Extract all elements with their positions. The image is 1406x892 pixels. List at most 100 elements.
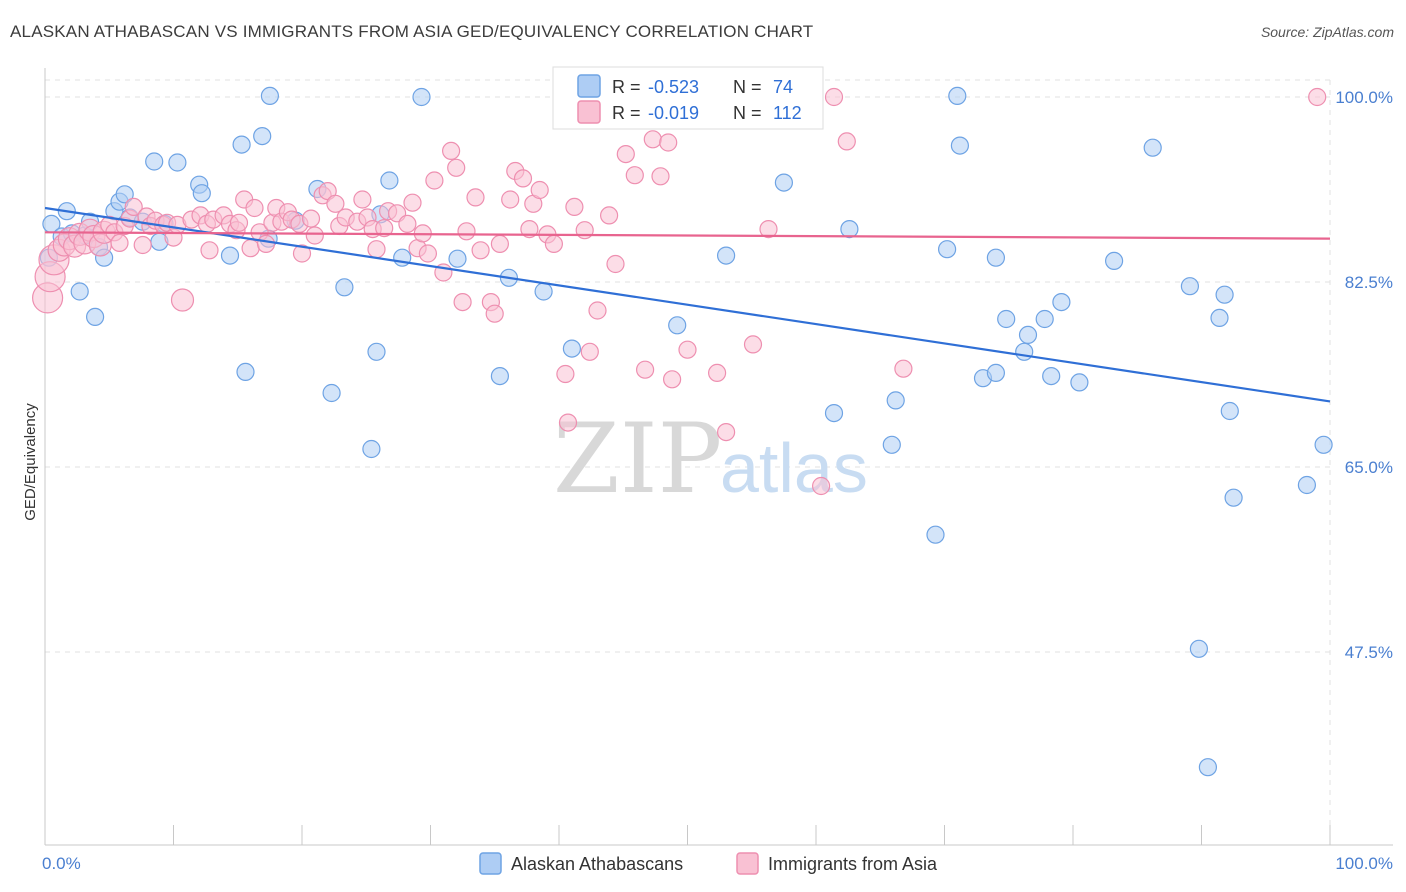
asia-point xyxy=(200,241,219,260)
athabascan-point xyxy=(490,367,509,386)
x-tick-labels: 0.0% 100.0% xyxy=(42,854,1393,873)
chart-title: ALASKAN ATHABASCAN VS IMMIGRANTS FROM AS… xyxy=(10,22,814,41)
asia-point xyxy=(133,235,152,255)
athabascan-point xyxy=(534,282,553,301)
athabascan-point xyxy=(168,153,187,172)
bottom-legend-label-pink: Immigrants from Asia xyxy=(768,854,938,874)
athabascan-point xyxy=(926,525,945,544)
bottom-legend-swatch-pink xyxy=(736,852,759,875)
athabascan-point xyxy=(997,309,1016,329)
series-immigrants-from-asia xyxy=(31,86,1327,496)
y-tick-label: 100.0% xyxy=(1335,88,1393,107)
athabascan-point xyxy=(1198,758,1218,777)
asia-point xyxy=(894,359,913,378)
y-tick-label: 47.5% xyxy=(1345,643,1393,662)
asia-point xyxy=(743,335,763,354)
x-tick-label-end: 100.0% xyxy=(1335,854,1393,873)
athabascan-point xyxy=(1042,367,1061,386)
athabascan-point xyxy=(948,86,967,106)
x-tick-label-start: 0.0% xyxy=(42,854,81,873)
watermark-zip: ZIP xyxy=(553,403,722,515)
asia-point xyxy=(575,221,594,240)
athabascan-point xyxy=(562,339,582,358)
y-tick-labels: 47.5% 65.0% 82.5% 100.0% xyxy=(1335,88,1393,662)
athabascan-point xyxy=(192,184,211,203)
athabascan-point xyxy=(1220,401,1239,421)
legend-r-label-1: R = xyxy=(612,77,641,97)
asia-point xyxy=(245,198,264,218)
asia-point xyxy=(353,190,372,209)
legend-swatch-blue xyxy=(577,74,601,98)
bottom-legend: Alaskan Athabascans Immigrants from Asia xyxy=(479,852,938,875)
asia-point xyxy=(241,239,260,258)
asia-point xyxy=(124,197,143,216)
asia-point xyxy=(625,166,644,185)
asia-point xyxy=(643,130,662,149)
athabascan-point xyxy=(70,282,89,301)
asia-point xyxy=(556,364,575,384)
asia-point xyxy=(635,360,655,379)
axes xyxy=(44,68,1393,846)
asia-point xyxy=(403,193,422,212)
athabascan-point xyxy=(986,363,1006,382)
athabascan-point xyxy=(1052,293,1071,312)
asia-point xyxy=(466,188,485,207)
legend-n-label-2: N = xyxy=(733,103,762,123)
athabascan-point xyxy=(412,87,431,107)
legend-r-label-2: R = xyxy=(612,103,641,123)
athabascan-point xyxy=(1104,251,1124,270)
asia-point xyxy=(170,288,195,312)
asia-point xyxy=(471,241,490,260)
asia-point xyxy=(558,413,578,432)
athabascan-point xyxy=(1180,277,1200,296)
y-axis-title: GED/Equivalency xyxy=(22,403,39,521)
legend-swatch-pink xyxy=(577,100,601,124)
asia-point xyxy=(110,233,129,252)
legend-n-value-1: 74 xyxy=(773,77,793,97)
athabascan-point xyxy=(322,383,341,403)
athabascan-point xyxy=(882,435,901,454)
asia-point xyxy=(301,209,321,228)
athabascan-point xyxy=(1070,373,1089,392)
asia-point xyxy=(811,476,831,496)
athabascan-point xyxy=(1035,309,1054,329)
asia-point xyxy=(229,213,249,232)
asia-point xyxy=(824,87,844,107)
asia-point xyxy=(530,180,549,200)
athabascan-point xyxy=(145,152,164,171)
asia-point xyxy=(520,220,539,239)
legend-r-value-1: -0.523 xyxy=(648,77,699,97)
athabascan-point xyxy=(260,86,279,106)
athabascan-point xyxy=(1189,639,1209,658)
asia-point xyxy=(580,342,599,361)
athabascan-point xyxy=(824,404,844,423)
athabascan-point xyxy=(668,316,687,335)
asia-point xyxy=(256,234,276,253)
asia-point xyxy=(447,158,466,177)
athabascan-point xyxy=(774,173,794,192)
asia-point xyxy=(599,206,619,225)
athabascan-point xyxy=(220,246,240,265)
asia-point xyxy=(662,370,682,389)
athabascan-point xyxy=(1215,285,1234,304)
athabascan-point xyxy=(232,135,251,154)
legend-r-value-2: -0.019 xyxy=(648,103,699,123)
asia-point xyxy=(490,234,509,253)
asia-point xyxy=(606,254,625,274)
asia-point xyxy=(305,226,324,245)
athabascan-point xyxy=(1143,138,1162,157)
athabascan-point xyxy=(986,248,1006,267)
watermark: ZIP atlas xyxy=(553,403,868,515)
asia-point xyxy=(453,293,472,312)
athabascan-point xyxy=(886,391,905,410)
asia-point xyxy=(326,194,345,213)
asia-point xyxy=(616,145,635,164)
asia-point xyxy=(1308,87,1327,107)
asia-point xyxy=(398,214,417,233)
asia-point xyxy=(367,240,386,259)
athabascan-point xyxy=(367,342,386,361)
athabascan-point xyxy=(236,362,255,381)
athabascan-point xyxy=(1224,488,1243,507)
athabascan-point xyxy=(448,249,467,268)
